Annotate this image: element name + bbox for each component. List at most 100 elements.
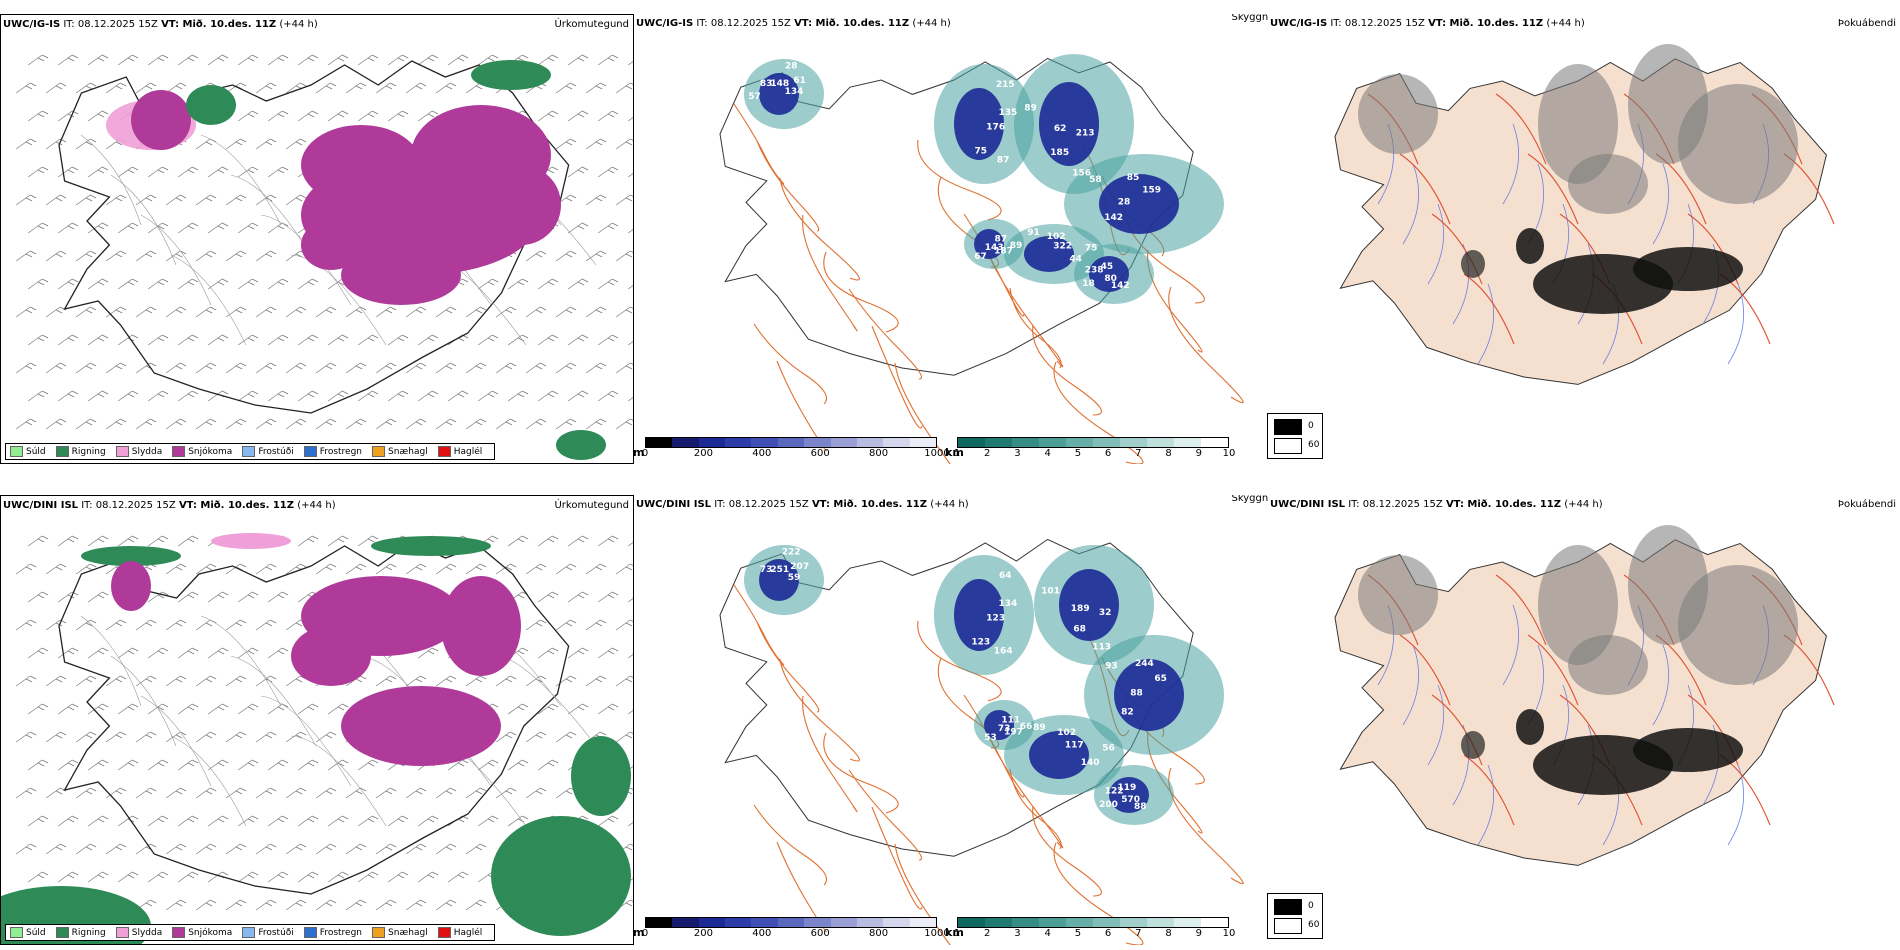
colorbar-cell [725, 438, 752, 447]
colorbar-cell [958, 918, 985, 927]
field-blob [1461, 250, 1485, 278]
colorbar-tick: 0 [641, 448, 649, 459]
visibility-value: 134 [999, 599, 1018, 609]
colorbar-cell [725, 918, 752, 927]
field-blob [341, 686, 501, 766]
visibility-panel-row2: 59 123 101 65 140 53 119 207 164 189 244 56 73 122 222… [634, 495, 1269, 945]
panel-header: UWC/IG-IS IT: 08.12.2025 15Z VT: Mið. 10… [1270, 18, 1585, 29]
visibility-value: 142 [1111, 281, 1130, 291]
precip-legend: Súld Rigning Slydda Snjókoma Frostúði Frostre… [5, 443, 496, 460]
field-blob [1099, 174, 1179, 234]
colorbar-cell [856, 918, 884, 927]
visibility-map-row1: 1347589159446745618762857514323828176185… [719, 54, 1244, 464]
colorbar-cell [646, 918, 673, 927]
visibility-value: 53 [984, 733, 997, 743]
legend-label: Súld [26, 927, 46, 938]
colorbar-tick: 3 [1014, 928, 1021, 939]
road-line [140, 214, 212, 306]
precip-legend: Súld Rigning Slydda Snjókoma Frostúði Frostre… [5, 924, 496, 941]
colorbar-tick: 8 [1165, 928, 1172, 939]
visibility-value: 102 [1047, 232, 1066, 242]
colorbar-cell [804, 438, 831, 447]
legend-swatch [303, 446, 317, 457]
colorbar-unit: km [945, 446, 964, 459]
field-blob [1516, 709, 1544, 745]
colorbar-tick: 10 [1222, 448, 1236, 459]
colorbar-cell [672, 918, 699, 927]
visibility-value: 61 [793, 76, 806, 86]
visibility-value: 88 [1130, 689, 1143, 699]
field-blob [341, 245, 461, 305]
legend-swatch [55, 927, 69, 938]
visibility-value: 134 [785, 87, 804, 97]
road-line [230, 655, 317, 747]
visibility-value: 45 [1101, 262, 1114, 272]
colorbar-tick: 9 [1195, 928, 1202, 939]
visibility-value: 89 [1024, 104, 1037, 114]
visibility-value: 159 [1142, 185, 1161, 195]
visibility-value: 143 [985, 243, 1004, 253]
field-blob [1538, 545, 1618, 665]
legend-item: Frostúði [242, 446, 294, 457]
field-blob [1461, 731, 1485, 759]
colorbar-tick: 2 [984, 928, 991, 939]
legend-label: Rigning [71, 927, 106, 938]
panel-title: Úrkomutegund [554, 500, 629, 511]
visibility-value: 185 [1050, 148, 1069, 158]
visibility-value: 85 [1127, 173, 1140, 183]
colorbar-cell [958, 438, 985, 447]
fog-map-row2 [1334, 525, 1835, 866]
visibility-value: 88 [1134, 802, 1147, 812]
colorbar-cell [1066, 918, 1093, 927]
precip-panel-row2: UWC/DINI ISL IT: 08.12.2025 15Z VT: Mið.… [0, 495, 634, 945]
legend-label: Snæhagl [388, 927, 428, 938]
colorbar-cell [830, 918, 857, 927]
colorbar-tick: 600 [810, 928, 830, 939]
colorbar-cell [1120, 438, 1147, 447]
field-blob [471, 60, 551, 90]
road-line [290, 254, 387, 346]
legend-swatch [303, 927, 317, 938]
panel-title: Þokuábendi [1837, 18, 1896, 29]
fog-legend-label: 0 [1308, 901, 1314, 911]
precip-map-row2 [1, 533, 633, 944]
visibility-value: 64 [999, 571, 1012, 581]
visibility-value: 207 [790, 562, 809, 572]
legend-item: Snjókoma [172, 927, 232, 938]
field-blob [291, 626, 371, 686]
legend-item: Snjókoma [172, 446, 232, 457]
visibility-value: 140 [1081, 758, 1100, 768]
legend-label: Haglél [453, 927, 483, 938]
colorbar-cell [909, 918, 936, 927]
fog-legend-swatch [1274, 899, 1302, 915]
colorbar-unit: km [945, 926, 964, 939]
field-blob [954, 579, 1004, 651]
road-line [290, 735, 387, 827]
visibility-value: 200 [1099, 800, 1118, 810]
colorbar-tick: 1000 [924, 928, 950, 939]
km-colorbar: 1 2 3 4 5 6 7 8 9 10 km [945, 917, 1235, 940]
colorbar-cell [698, 918, 726, 927]
field-blob [301, 125, 421, 205]
legend-item: Haglél [437, 927, 483, 938]
colorbar-cell [985, 918, 1012, 927]
legend-label: Haglél [453, 446, 483, 457]
visibility-value: 123 [971, 638, 990, 648]
visibility-value: 93 [1105, 662, 1118, 672]
visibility-value: 102 [1057, 728, 1076, 738]
colorbar-tick: 5 [1074, 448, 1082, 459]
legend-item: Snæhagl [372, 927, 428, 938]
colorbar-unit: m [633, 446, 645, 459]
colorbar-tick: 8 [1165, 448, 1172, 459]
colorbar-tick: 7 [1135, 448, 1142, 459]
visibility-value: 58 [1089, 175, 1102, 185]
panel-title: Úrkomutegund [554, 19, 629, 30]
visibility-value: 82 [1121, 708, 1134, 718]
colorbar-cell [1039, 438, 1066, 447]
visibility-value: 135 [999, 108, 1018, 118]
legend-item: Súld [10, 446, 46, 457]
visibility-value: 18 [1082, 279, 1095, 289]
legend-label: Snjókoma [188, 927, 233, 938]
legend-swatch [437, 446, 451, 457]
visibility-value: 56 [1102, 744, 1115, 754]
